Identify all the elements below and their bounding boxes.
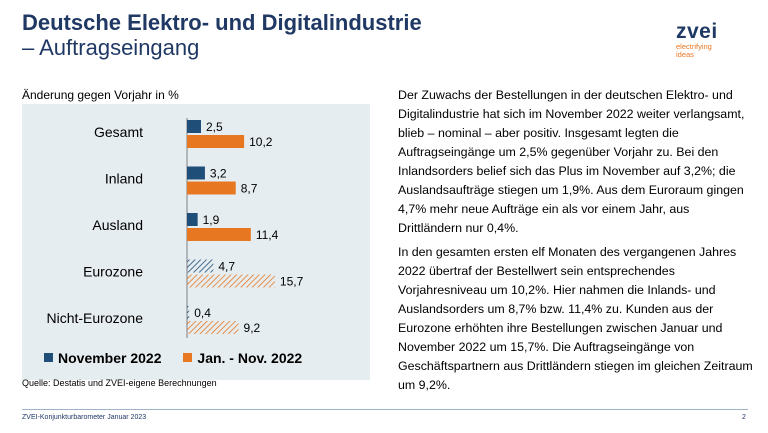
data-label-nicht-eurozone-jan-nov-2022: 9,2 [244, 321, 261, 335]
data-label-nicht-eurozone-november-2022: 0,4 [194, 306, 211, 320]
data-label-inland-jan-nov-2022: 8,7 [241, 182, 258, 196]
logo-tagline-2: ideas [676, 50, 694, 59]
footer-text: ZVEI-Konjunkturbarometer Januar 2023 [22, 414, 147, 421]
page-number: 2 [742, 414, 746, 421]
category-label-gesamt: Gesamt [94, 124, 143, 140]
page-title: Deutsche Elektro- und Digitalindustrie –… [22, 10, 582, 60]
bar-gesamt-jan-nov-2022 [187, 135, 245, 148]
paragraph-1: Der Zuwachs der Bestellungen in der deut… [398, 88, 745, 235]
category-label-ausland: Ausland [92, 217, 143, 233]
paragraph-2: In den gesamten ersten elf Monaten des v… [398, 245, 753, 392]
data-label-ausland-november-2022: 1,9 [203, 213, 220, 227]
legend-swatch-jan-nov [183, 353, 193, 362]
chart-legend: November 2022 Jan. - Nov. 2022 [44, 349, 320, 366]
legend-item-jan-nov: Jan. - Nov. 2022 [183, 350, 302, 366]
category-label-nicht-eurozone: Nicht-Eurozone [47, 310, 144, 326]
data-label-gesamt-jan-nov-2022: 10,2 [249, 135, 273, 149]
logo-word: zvei [676, 20, 718, 43]
bar-inland-jan-nov-2022 [187, 181, 236, 195]
title-line-1: Deutsche Elektro- und Digitalindustrie [22, 10, 422, 35]
data-label-gesamt-november-2022: 2,5 [206, 120, 223, 134]
chart-axis-label: Änderung gegen Vorjahr in % [22, 88, 179, 102]
bar-ausland-november-2022 [187, 213, 198, 226]
data-label-eurozone-jan-nov-2022: 15,7 [280, 275, 304, 289]
legend-label-november: November 2022 [58, 349, 162, 366]
bar-chart: Änderung gegen Vorjahr in % Gesamt 2,5 10,… [22, 88, 370, 380]
legend-swatch-november [44, 353, 53, 362]
bar-nicht-eurozone-november-2022 [187, 306, 190, 319]
footer-divider [22, 409, 748, 410]
data-label-inland-november-2022: 3,2 [210, 167, 227, 181]
category-label-eurozone: Eurozone [83, 264, 143, 280]
data-label-ausland-jan-nov-2022: 11,4 [256, 228, 279, 242]
chart-svg: Gesamt 2,5 10,2 Inland 3,2 8,7 Ausland 1,9 11,4 E… [47, 118, 304, 338]
bar-gesamt-november-2022 [187, 120, 201, 133]
logo-tagline-1: electrifying [676, 42, 712, 51]
zvei-logo: zvei electrifying ideas [676, 21, 746, 59]
category-label-inland: Inland [105, 171, 143, 187]
bar-inland-november-2022 [187, 166, 205, 180]
legend-label-jan-nov: Jan. - Nov. 2022 [197, 349, 303, 366]
source-note: Quelle: Destatis und ZVEI-eigene Berechn… [22, 378, 217, 388]
title-line-2: – Auftragseingang [22, 35, 200, 60]
bar-nicht-eurozone-jan-nov-2022 [187, 321, 239, 334]
data-label-eurozone-november-2022: 4,7 [218, 260, 235, 274]
legend-item-november: November 2022 [44, 350, 162, 366]
bar-ausland-jan-nov-2022 [187, 228, 251, 241]
bar-eurozone-november-2022 [187, 259, 214, 273]
body-text: Der Zuwachs der Bestellungen in der deut… [398, 86, 753, 400]
bar-eurozone-jan-nov-2022 [187, 274, 275, 288]
